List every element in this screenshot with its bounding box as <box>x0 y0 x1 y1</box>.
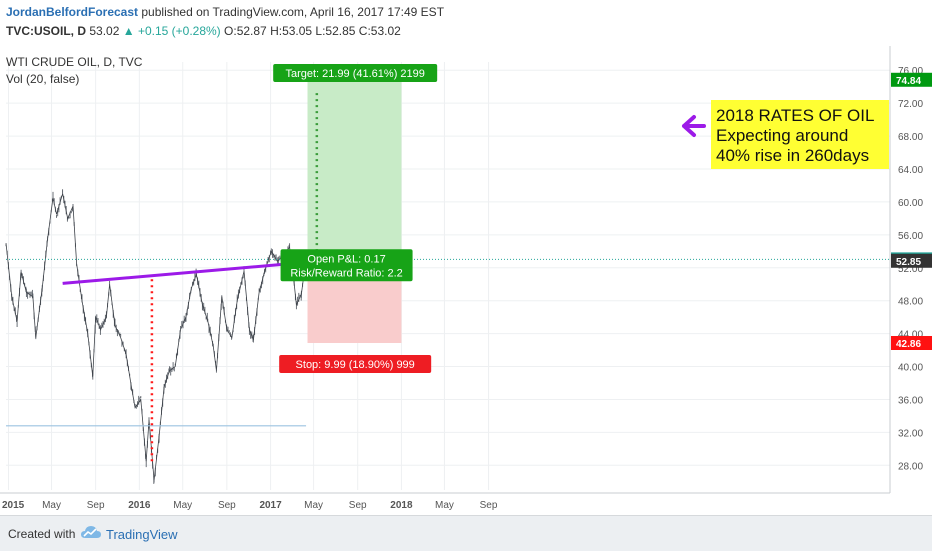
x-tick-label: 2016 <box>128 500 151 511</box>
x-tick-label: 2018 <box>390 500 413 511</box>
x-tick-label: Sep <box>87 500 105 511</box>
y-tick-label: 72.00 <box>898 99 923 110</box>
author-link[interactable]: JordanBelfordForecast <box>6 5 139 19</box>
stop-label-text: Stop: 9.99 (18.90%) 999 <box>296 359 415 371</box>
y-tick-label: 32.00 <box>898 428 923 439</box>
ohlc-values: O:52.87 H:53.05 L:52.85 C:53.02 <box>224 24 401 38</box>
x-tick-label: 2017 <box>259 500 282 511</box>
created-with-text: Created with <box>8 527 76 541</box>
x-tick-label: May <box>173 500 192 511</box>
chart-axes: 28.00 32.00 36.00 40.00 44.00 48.00 52.00 56.00… <box>0 46 932 511</box>
position-zones <box>307 79 402 343</box>
x-tick-label: Sep <box>349 500 367 511</box>
x-tick-label: Sep <box>480 500 498 511</box>
chart-title: WTI CRUDE OIL, D, TVC <box>6 55 143 69</box>
target-label-text: Target: 21.99 (41.61%) 2199 <box>285 68 424 80</box>
y-tick-label: 44.00 <box>898 330 923 341</box>
last-price: 53.02 <box>89 24 120 38</box>
target-zone <box>307 79 402 260</box>
chart-header: JordanBelfordForecast published on Tradi… <box>0 0 932 46</box>
y-tick-label: 28.00 <box>898 461 923 472</box>
price-change: +0.15 (+0.28%) <box>137 24 221 38</box>
open-pnl-label-text: Risk/Reward Ratio: 2.2 <box>290 267 403 279</box>
volume-indicator-label: Vol (20, false) <box>6 72 79 86</box>
price-series <box>5 189 308 484</box>
price-axis-label: 52.85 <box>896 257 921 268</box>
target-label-box <box>273 64 438 82</box>
y-tick-label: 48.00 <box>898 297 923 308</box>
open-pnl-label-text: Open P&L: 0.17 <box>307 253 385 265</box>
price-chart[interactable]: Target: 21.99 (41.61%) 2199 Open P&L: 0.1… <box>0 46 932 515</box>
up-arrow-icon: ▲ <box>122 24 135 38</box>
chart-grid <box>6 62 890 490</box>
price-axis-label-box <box>891 72 932 87</box>
x-tick-label: May <box>435 500 454 511</box>
footer-bar: Created with TradingView <box>0 515 932 551</box>
price-axis-label-box <box>891 253 932 268</box>
annotation-line: 40% rise in 260days <box>716 146 869 165</box>
y-tick-label: 56.00 <box>898 231 923 242</box>
tradingview-cloud-icon <box>81 526 101 538</box>
publish-line: JordanBelfordForecast published on Tradi… <box>6 5 444 19</box>
symbol-line: TVC:USOIL, D 53.02 ▲ +0.15 (+0.28%) O:52… <box>6 24 401 38</box>
x-tick-label: May <box>42 500 61 511</box>
annotation-line: 2018 RATES OF OIL <box>716 106 874 125</box>
target-label: Target: 21.99 (41.61%) 2199 <box>273 64 438 82</box>
y-tick-label: 36.00 <box>898 395 923 406</box>
x-tick-label: Sep <box>218 500 236 511</box>
stop-label: Stop: 9.99 (18.90%) 999 <box>279 355 432 373</box>
symbol-name[interactable]: TVC:USOIL, D <box>6 24 86 38</box>
price-line <box>5 193 308 481</box>
y-tick-label: 40.00 <box>898 363 923 374</box>
price-axis-label-box <box>891 335 932 350</box>
arrow-left-icon <box>682 115 706 137</box>
open-pnl-label: Open P&L: 0.17 Risk/Reward Ratio: 2.2 <box>280 249 413 282</box>
annotation-line: Expecting around <box>716 126 848 145</box>
y-tick-label: 52.00 <box>898 264 923 275</box>
y-tick-label: 76.00 <box>898 66 923 77</box>
published-text: published on TradingView.com, April 16, … <box>141 5 445 19</box>
y-tick-label: 60.00 <box>898 198 923 209</box>
price-axis-label: 74.84 <box>896 76 921 87</box>
x-tick-label: May <box>304 500 323 511</box>
drawing-overlays: Target: 21.99 (41.61%) 2199 Open P&L: 0.1… <box>6 64 890 462</box>
annotation-box <box>711 100 889 169</box>
stop-label-box <box>279 355 432 373</box>
tradingview-brand-link[interactable]: TradingView <box>106 527 178 542</box>
y-tick-label: 64.00 <box>898 165 923 176</box>
y-tick-label: 68.00 <box>898 132 923 143</box>
x-tick-label: 2015 <box>2 500 25 511</box>
neckline-trendline <box>62 260 310 285</box>
open-pnl-label-box <box>280 249 413 282</box>
price-axis-label: 42.86 <box>896 339 921 350</box>
